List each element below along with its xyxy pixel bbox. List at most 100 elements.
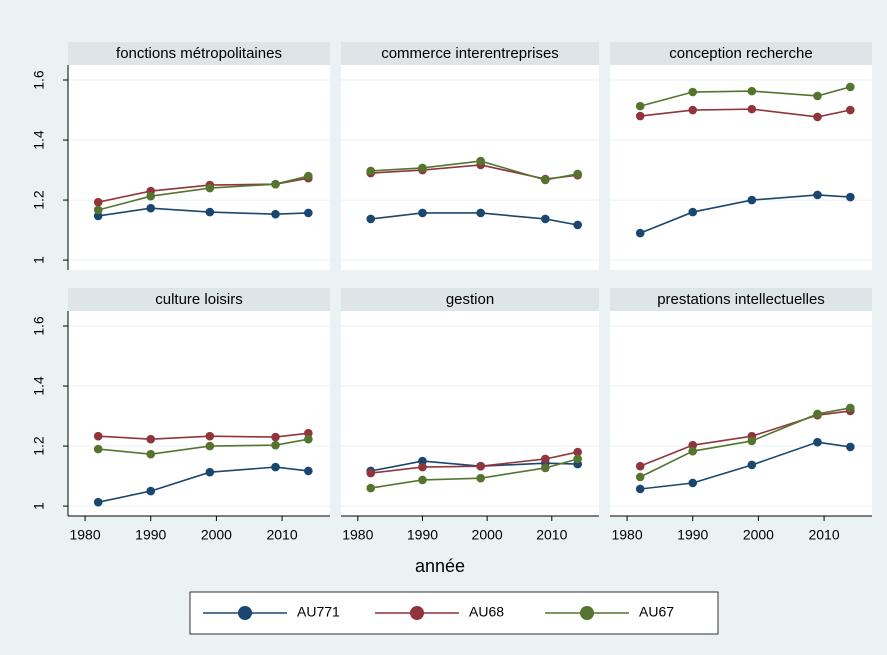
panel-strip (610, 288, 872, 311)
point (688, 105, 698, 115)
point (304, 428, 313, 438)
x-tick-label: 1990 (407, 527, 438, 543)
point (366, 166, 376, 176)
point (635, 484, 645, 494)
x-tick-label: 1980 (69, 527, 100, 543)
panel-title: conception recherche (669, 45, 812, 62)
panel-title: gestion (446, 291, 494, 308)
panel-strip (68, 288, 330, 311)
point (635, 228, 645, 238)
point (418, 208, 427, 218)
point (573, 454, 582, 464)
point (747, 104, 757, 114)
legend-marker (238, 606, 252, 620)
point (813, 409, 822, 419)
point (418, 163, 427, 173)
point (93, 211, 103, 221)
point (573, 220, 582, 230)
point (846, 105, 855, 115)
point (93, 197, 103, 207)
y-tick-label: 1 (31, 502, 47, 510)
point (747, 195, 757, 205)
x-axis-label: année (415, 556, 465, 576)
legend-marker (580, 606, 594, 620)
point (418, 475, 427, 485)
point (688, 207, 698, 217)
legend-marker (410, 606, 424, 620)
point (146, 449, 156, 459)
legend-label: AU68 (469, 604, 504, 620)
point (573, 169, 582, 179)
x-tick-label: 1990 (677, 527, 708, 543)
point (271, 432, 280, 442)
y-tick-label: 1 (31, 256, 47, 264)
point (541, 463, 550, 473)
point (366, 214, 376, 224)
point (813, 190, 822, 200)
point (146, 191, 156, 201)
point (573, 447, 582, 457)
x-tick-label: 2010 (266, 527, 297, 543)
panel-strip (341, 288, 599, 311)
point (476, 156, 485, 166)
point (541, 214, 550, 224)
x-tick-label: 2000 (472, 527, 503, 543)
y-tick-label: 1.2 (31, 436, 47, 456)
plot-area (68, 65, 330, 270)
point (688, 440, 698, 450)
point (541, 175, 550, 185)
plot-area (610, 65, 872, 270)
point (366, 483, 376, 493)
point (271, 209, 280, 219)
point (747, 436, 757, 446)
point (366, 468, 376, 478)
point (476, 461, 485, 471)
plot-area (341, 311, 599, 516)
point (146, 434, 156, 444)
point (418, 456, 427, 466)
plot-area (68, 311, 330, 516)
x-tick-label: 1990 (135, 527, 166, 543)
x-tick-label: 2000 (743, 527, 774, 543)
point (635, 111, 645, 121)
plot-area (341, 65, 599, 270)
panel-title: commerce interentreprises (381, 45, 559, 62)
point (205, 467, 215, 477)
point (688, 478, 698, 488)
y-tick-label: 1.6 (31, 316, 47, 336)
panel-strip (610, 42, 872, 65)
point (271, 440, 280, 450)
point (93, 205, 103, 215)
legend-label: AU771 (297, 604, 340, 620)
legend-label: AU67 (639, 604, 674, 620)
y-tick-label: 1.4 (31, 130, 47, 150)
point (205, 183, 215, 193)
point (813, 437, 822, 447)
x-tick-label: 2010 (536, 527, 567, 543)
point (635, 101, 645, 111)
point (93, 497, 103, 507)
panel-strip (341, 42, 599, 65)
x-tick-label: 1980 (342, 527, 373, 543)
point (418, 462, 427, 472)
point (146, 203, 156, 213)
point (476, 473, 485, 483)
point (846, 192, 855, 202)
point (635, 472, 645, 482)
point (93, 431, 103, 441)
point (271, 462, 280, 472)
point (304, 171, 313, 181)
point (205, 207, 215, 217)
point (541, 454, 550, 464)
y-tick-label: 1.2 (31, 190, 47, 210)
point (146, 486, 156, 496)
y-tick-label: 1.4 (31, 376, 47, 396)
point (205, 441, 215, 451)
point (476, 208, 485, 218)
point (635, 461, 645, 471)
panel-strip (68, 42, 330, 65)
point (304, 208, 313, 218)
point (747, 460, 757, 470)
x-tick-label: 2000 (201, 527, 232, 543)
